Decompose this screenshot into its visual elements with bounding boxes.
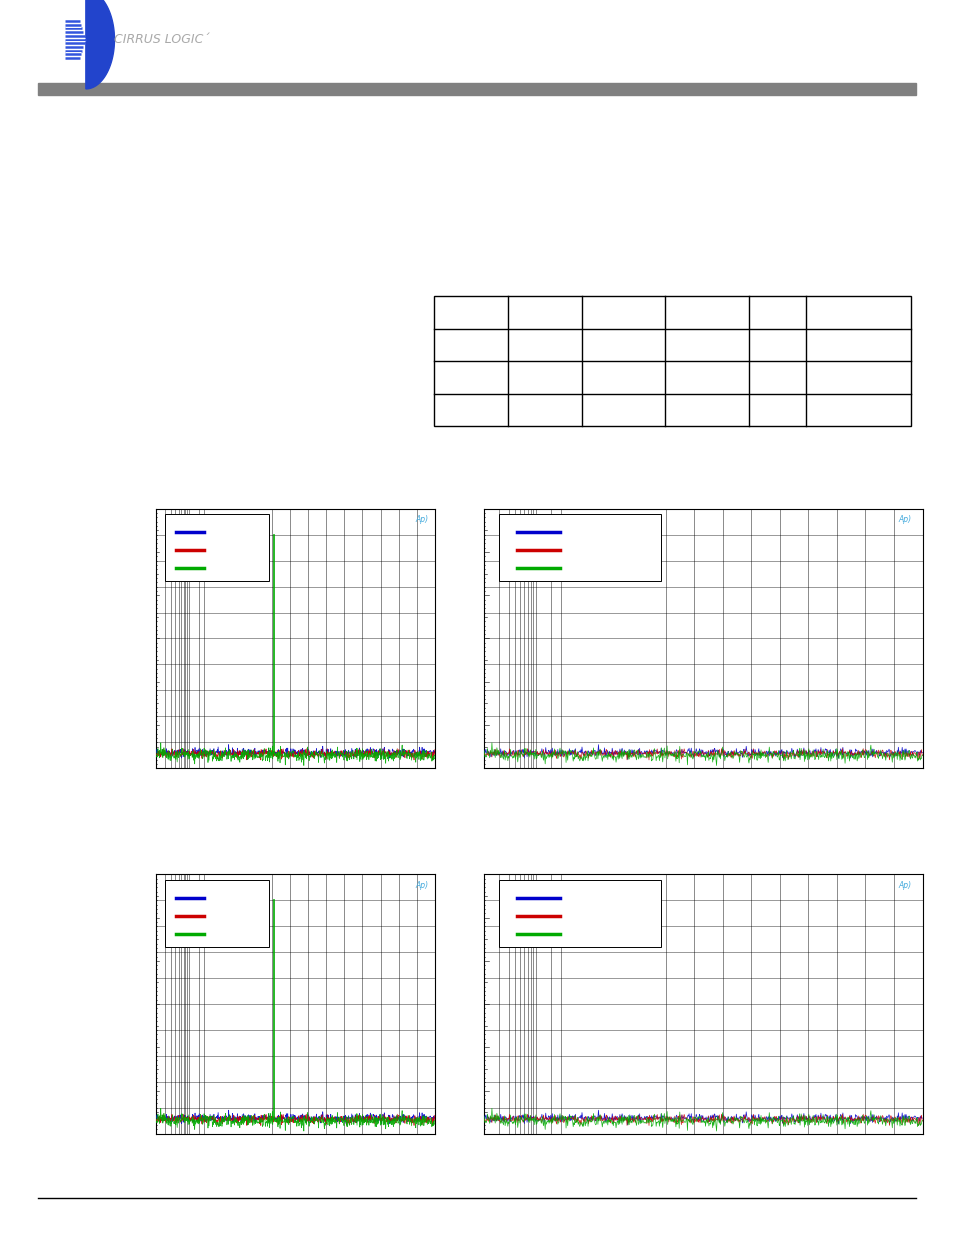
Text: Ap): Ap) — [898, 881, 910, 890]
Text: Ap): Ap) — [415, 881, 428, 890]
Text: Ap): Ap) — [415, 515, 428, 525]
Bar — [498, 514, 660, 582]
Bar — [498, 879, 660, 947]
Bar — [165, 879, 269, 947]
Polygon shape — [86, 0, 114, 89]
Bar — [38, 83, 915, 95]
Bar — [165, 514, 269, 582]
Text: Ap): Ap) — [898, 515, 910, 525]
Text: CIRRUS LOGIC´: CIRRUS LOGIC´ — [114, 33, 210, 46]
Bar — [434, 296, 910, 426]
